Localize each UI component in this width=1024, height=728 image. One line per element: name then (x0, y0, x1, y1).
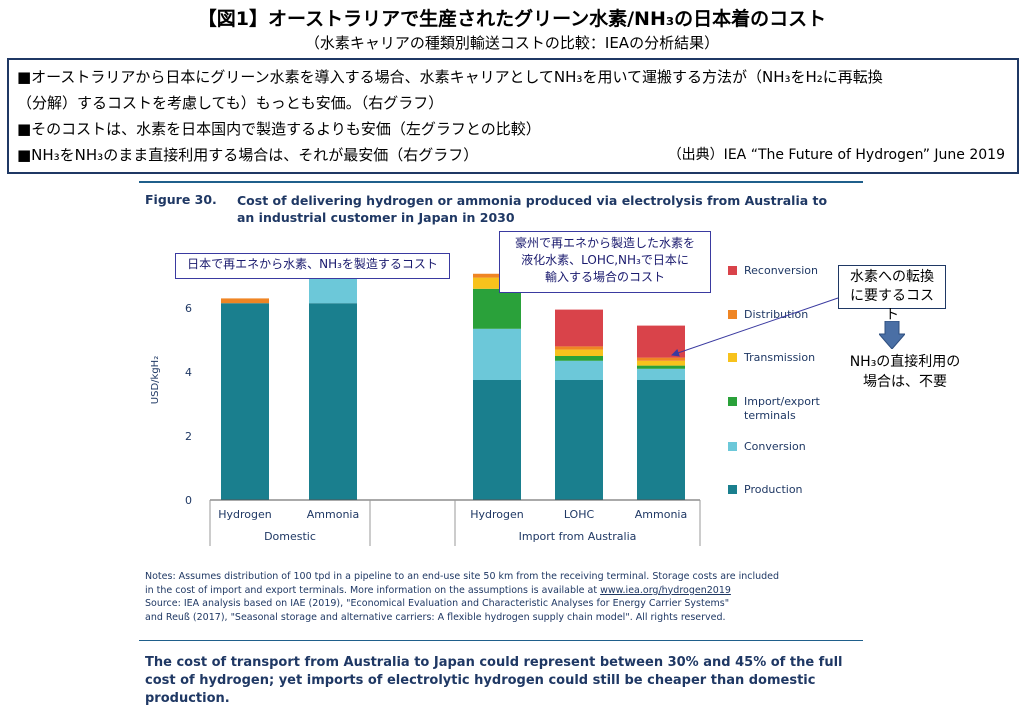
bar-segment (555, 309, 603, 347)
callout-reconversion: 水素への転換 に要するコスト (838, 265, 946, 323)
bar-segment (221, 303, 269, 500)
page-subtitle: （水素キャリアの種類別輸送コストの比較：IEAの分析結果） (304, 34, 720, 52)
summary-line-4: ■NH₃をNH₃のまま直接利用する場合は、それが最安価（右グラフ） (17, 146, 479, 164)
bars (221, 273, 685, 500)
legend-label: Distribution (744, 308, 808, 321)
bar-segment (473, 277, 521, 289)
legend-swatch (728, 310, 737, 319)
stacked-bar-chart: USD/kgH₂ 0 2 4 6 Hydrogen Ammonia Hydrogen LOHC… (150, 264, 821, 546)
assumptions-link[interactable]: www.iea.org/hydrogen2019 (600, 584, 731, 596)
x-tick-label: LOHC (564, 508, 595, 521)
bar-segment (473, 328, 521, 380)
direct-use-note-line-2: 場合は、不要 (863, 374, 947, 390)
legend-label: terminals (744, 409, 796, 422)
y-axis-label: USD/kgH₂ (150, 356, 161, 404)
x-group-label: Import from Australia (519, 530, 637, 543)
legend-swatch (728, 485, 737, 494)
summary-line-3: ■そのコストは、水素を日本国内で製造するよりも安価（左グラフとの比較） (17, 120, 541, 138)
bar-segment (637, 325, 685, 358)
x-tick-label: Hydrogen (470, 508, 524, 521)
legend-swatch (728, 266, 737, 275)
bar-segment (637, 357, 685, 361)
callout-domestic: 日本で再エネから水素、NH₃を製造するコスト (175, 253, 450, 279)
figure-takeaway: The cost of transport from Australia to … (145, 655, 843, 706)
legend-swatch (728, 397, 737, 406)
bar-segment (555, 380, 603, 500)
bar-segment (637, 380, 685, 500)
source-citation: （出典）IEA “The Future of Hydrogen” June 20… (667, 147, 1005, 163)
figure-top-rule (139, 181, 863, 183)
notes-line-4: and Reuß (2017), "Seasonal storage and a… (145, 611, 726, 623)
callout-import-line-1: 豪州で再エネから製造した水素を (514, 236, 695, 250)
legend-swatch (728, 442, 737, 451)
direct-use-note: NH₃の直接利用の 場合は、不要 (830, 352, 980, 392)
summary-line-2: （分解）するコストを考慮しても）もっとも安価。（右グラフ） (17, 94, 444, 112)
y-axis: USD/kgH₂ 0 2 4 6 (150, 302, 192, 507)
callout-import-line-2: 液化水素、LOHC,NH₃で日本に (521, 253, 689, 267)
x-group-label: Domestic (264, 530, 316, 543)
notes-line-3: Source: IEA analysis based on IAE (2019)… (145, 598, 730, 609)
legend-label: Conversion (744, 440, 806, 453)
notes-line-2: in the cost of import and export termina… (145, 584, 845, 598)
bar-segment (473, 380, 521, 500)
legend-label: Production (744, 483, 803, 496)
y-tick-label: 4 (185, 366, 192, 379)
bar-segment (309, 277, 357, 304)
bar-segment (637, 368, 685, 380)
x-tick-label: Ammonia (635, 508, 687, 521)
legend-label: Import/export (744, 395, 821, 408)
legend-swatch (728, 353, 737, 362)
bar-segment (555, 360, 603, 380)
x-tick-label: Hydrogen (218, 508, 272, 521)
notes-line-1: Notes: Assumes distribution of 100 tpd i… (145, 571, 780, 582)
bar-segment (473, 288, 521, 329)
legend: Reconversion Distribution Transmission Impo… (728, 264, 821, 496)
bar-segment (555, 346, 603, 350)
figure-label: Figure 30. (145, 192, 217, 207)
y-tick-label: 6 (185, 302, 192, 315)
callout-reconversion-line-2: に要するコスト (850, 288, 934, 323)
bar-segment (555, 349, 603, 356)
callout-import-line-3: 輸入する場合のコスト (544, 270, 665, 284)
notes-line-2-text: in the cost of import and export termina… (145, 584, 601, 596)
figure-bottom-rule (139, 640, 863, 641)
page-title: 【図1】オーストラリアで生産されたグリーン水素/NH₃の日本着のコスト (197, 8, 827, 30)
figure-title: Cost of delivering hydrogen or ammonia p… (237, 193, 828, 225)
legend-label: Reconversion (744, 264, 818, 277)
bar-segment (309, 303, 357, 500)
down-arrow-icon (879, 321, 905, 349)
callout-import: 豪州で再エネから製造した水素を 液化水素、LOHC,NH₃で日本に 輸入する場合… (499, 231, 711, 293)
bar-segment (473, 273, 521, 278)
direct-use-note-line-1: NH₃の直接利用の (849, 354, 961, 370)
x-axis: Hydrogen Ammonia Hydrogen LOHC Ammonia Domest… (209, 499, 701, 546)
legend-label: Transmission (743, 351, 815, 364)
summary-line-1: ■オーストラリアから日本にグリーン水素を導入する場合、水素キャリアとしてNH₃を… (17, 68, 883, 86)
bar-segment (221, 298, 269, 304)
y-tick-label: 2 (185, 430, 192, 443)
callout-reconversion-line-1: 水素への転換 (850, 269, 934, 285)
bar-segment (637, 360, 685, 366)
summary-box: ■オーストラリアから日本にグリーン水素を導入する場合、水素キャリアとしてNH₃を… (7, 58, 1019, 174)
bar-segment (637, 365, 685, 369)
x-tick-label: Ammonia (307, 508, 359, 521)
bar-segment (555, 356, 603, 361)
figure-notes: Notes: Assumes distribution of 100 tpd i… (145, 570, 845, 624)
y-tick-label: 0 (185, 494, 192, 507)
